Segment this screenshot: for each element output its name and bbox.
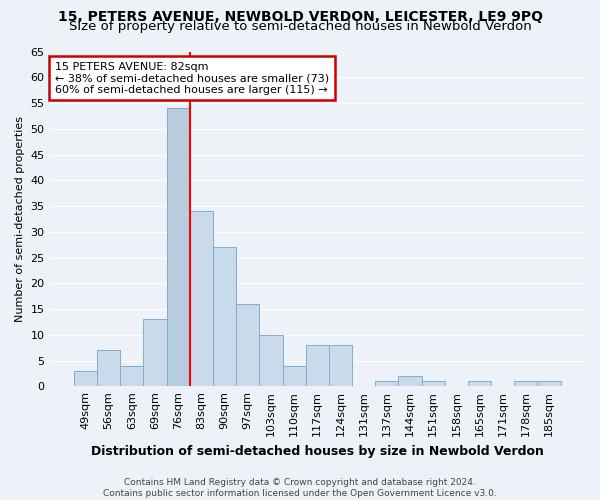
Bar	[120, 366, 143, 386]
Bar	[97, 350, 120, 387]
Y-axis label: Number of semi-detached properties: Number of semi-detached properties	[15, 116, 25, 322]
Bar	[375, 381, 398, 386]
Bar	[538, 381, 560, 386]
Text: 15, PETERS AVENUE, NEWBOLD VERDON, LEICESTER, LE9 9PQ: 15, PETERS AVENUE, NEWBOLD VERDON, LEICE…	[58, 10, 542, 24]
Bar	[514, 381, 538, 386]
Bar	[422, 381, 445, 386]
Bar	[213, 247, 236, 386]
Bar	[74, 371, 97, 386]
Text: Size of property relative to semi-detached houses in Newbold Verdon: Size of property relative to semi-detach…	[68, 20, 532, 33]
Bar	[259, 335, 283, 386]
Bar	[236, 304, 259, 386]
Bar	[283, 366, 305, 386]
Bar	[305, 345, 329, 387]
Bar	[329, 345, 352, 387]
X-axis label: Distribution of semi-detached houses by size in Newbold Verdon: Distribution of semi-detached houses by …	[91, 444, 544, 458]
Bar	[167, 108, 190, 386]
Text: 15 PETERS AVENUE: 82sqm
← 38% of semi-detached houses are smaller (73)
60% of se: 15 PETERS AVENUE: 82sqm ← 38% of semi-de…	[55, 62, 329, 94]
Bar	[190, 211, 213, 386]
Bar	[468, 381, 491, 386]
Bar	[398, 376, 422, 386]
Bar	[143, 320, 167, 386]
Text: Contains HM Land Registry data © Crown copyright and database right 2024.
Contai: Contains HM Land Registry data © Crown c…	[103, 478, 497, 498]
